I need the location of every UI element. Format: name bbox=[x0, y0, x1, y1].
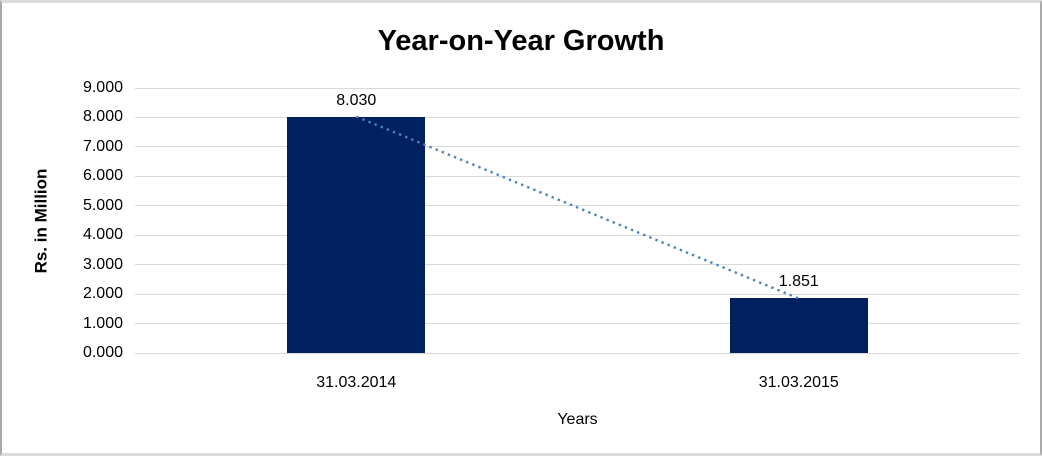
y-tick-label: 5.000 bbox=[82, 196, 123, 214]
gridline bbox=[135, 205, 1020, 207]
gridline bbox=[135, 175, 1020, 177]
y-tick-label: 1.000 bbox=[82, 314, 123, 332]
y-tick-label: 2.000 bbox=[82, 285, 123, 303]
trendline bbox=[355, 115, 800, 300]
gridline bbox=[135, 87, 1020, 89]
gridline bbox=[135, 264, 1020, 266]
y-axis-tick-labels: 0.000 1.000 2.000 3.000 4.000 5.000 6.000 7.000… bbox=[2, 79, 123, 361]
gridline bbox=[135, 293, 1020, 295]
y-tick-label: 7.000 bbox=[82, 137, 123, 155]
gridline bbox=[135, 146, 1020, 148]
bar-31.03.2014 bbox=[287, 116, 426, 353]
chart-title: Year-on-Year Growth bbox=[377, 25, 665, 57]
plot-area: 8.030 1.851 bbox=[135, 87, 1020, 354]
trendline-segment bbox=[355, 115, 800, 300]
y-tick-label: 9.000 bbox=[82, 79, 123, 96]
y-tick-label: 0.000 bbox=[82, 344, 123, 361]
data-label: 8.030 bbox=[336, 91, 377, 109]
x-axis-title: Years bbox=[557, 411, 598, 428]
x-tick-label: 31.03.2015 bbox=[758, 374, 839, 391]
gridline bbox=[135, 323, 1020, 325]
y-tick-label: 8.000 bbox=[82, 108, 123, 126]
x-tick-label: 31.03.2014 bbox=[316, 374, 397, 391]
gridline bbox=[135, 352, 1020, 354]
gridline bbox=[135, 116, 1020, 118]
y-tick-label: 3.000 bbox=[82, 255, 123, 273]
gridline bbox=[135, 234, 1020, 236]
bar-31.03.2015 bbox=[729, 298, 868, 353]
y-tick-label: 4.000 bbox=[82, 226, 123, 244]
data-label: 1.851 bbox=[778, 273, 819, 291]
y-tick-label: 6.000 bbox=[82, 167, 123, 185]
